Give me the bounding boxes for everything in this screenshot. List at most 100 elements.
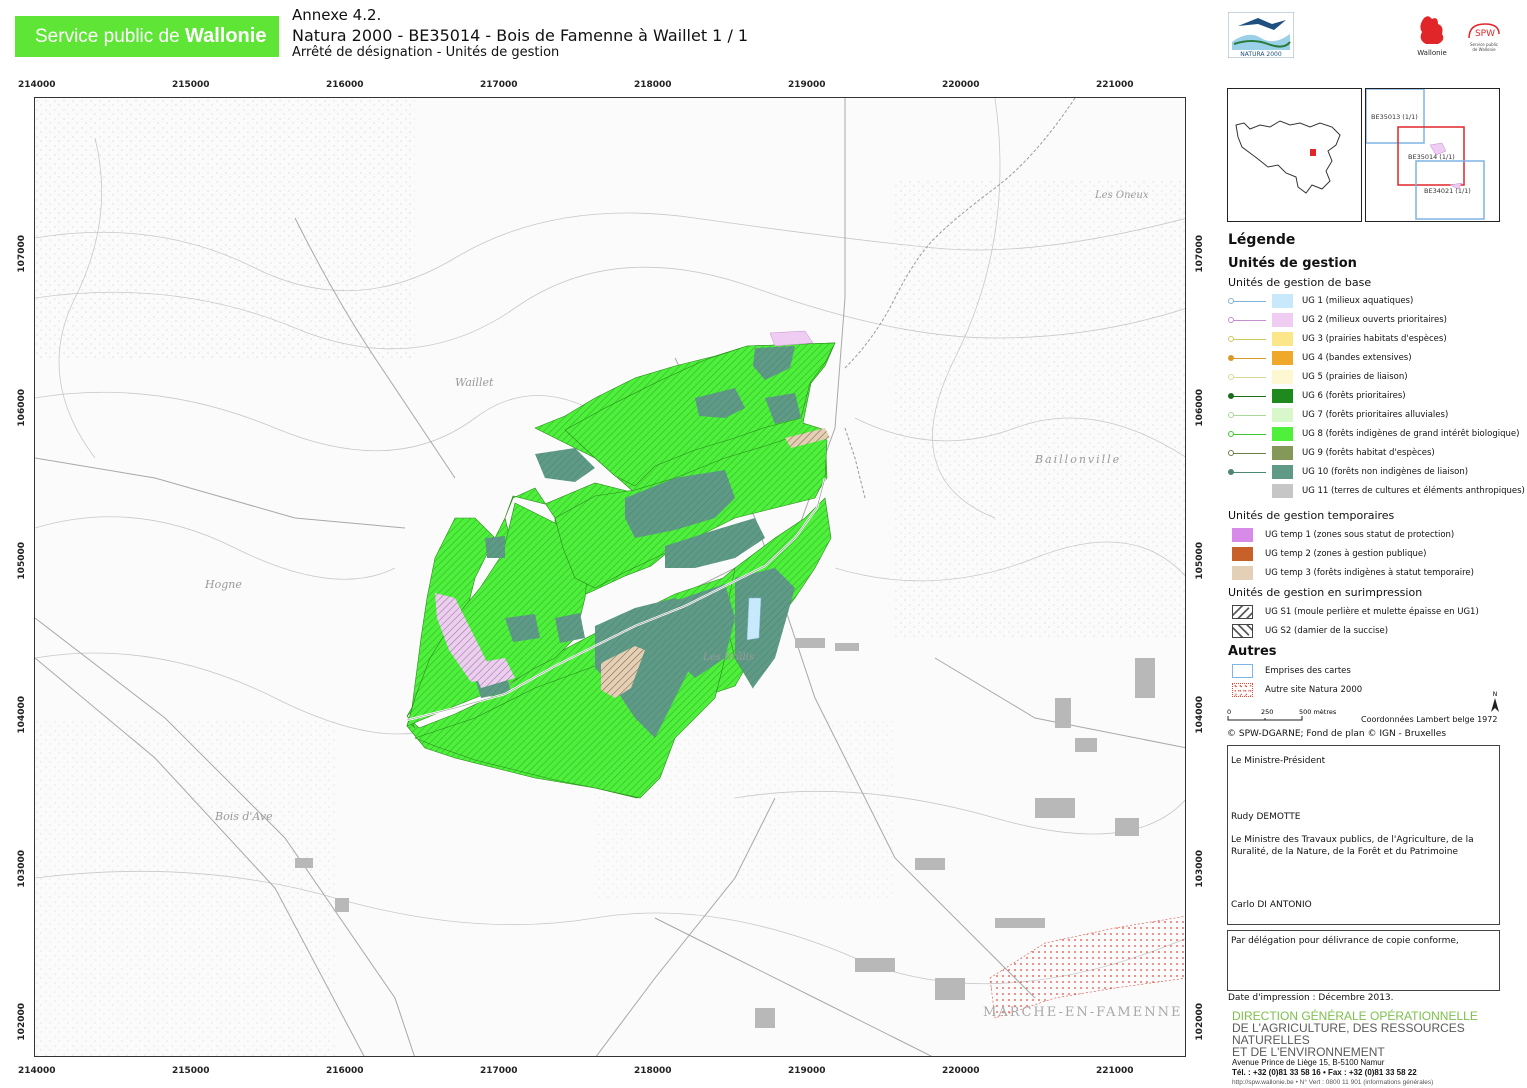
swatch-ug-10 xyxy=(1272,464,1293,479)
legend-item-ug-1: UG 1 (milieux aquatiques) xyxy=(1228,291,1525,310)
legend-item-autre-site: Autre site Natura 2000 xyxy=(1228,680,1362,699)
legend-item-ug-7: UG 7 (forêts prioritaires alluviales) xyxy=(1228,405,1525,424)
brand-name: Wallonie xyxy=(184,25,267,47)
place-label-les-oneux: Les Oneux xyxy=(1094,190,1149,201)
legend-label-ug-temp-3: UG temp 3 (forêts indigènes à statut tem… xyxy=(1265,567,1474,578)
legend-line-ug-3 xyxy=(1228,334,1268,344)
signature-box: Le Ministre-Président Rudy DEMOTTE Le Mi… xyxy=(1227,745,1500,925)
legend-label-ug-8: UG 8 (forêts indigènes de grand intérêt … xyxy=(1302,428,1520,439)
swatch-emprises xyxy=(1232,663,1253,678)
legend-item-ug-3: UG 3 (prairies habitats d'espèces) xyxy=(1228,329,1525,348)
x-tick-219000: 219000 xyxy=(788,1066,826,1076)
spw-logo-sub1: Service public xyxy=(1470,42,1498,47)
swatch-ug-9 xyxy=(1272,445,1293,460)
inset-wallonia-locator[interactable] xyxy=(1227,88,1362,222)
x-tick-214000: 214000 xyxy=(18,80,56,90)
wallonie-rooster-logo: Wallonie xyxy=(1417,16,1447,57)
legend-item-ug-s2: UG S2 (damier de la succise) xyxy=(1228,621,1479,640)
legend-label-ug-7: UG 7 (forêts prioritaires alluviales) xyxy=(1302,409,1449,420)
place-label-bois-dave: Bois d'Ave xyxy=(214,810,273,823)
legend-line-ug-9 xyxy=(1228,448,1268,458)
y-tick-107000: 107000 xyxy=(1195,235,1205,273)
brand-banner: Service public de Wallonie xyxy=(15,16,279,57)
signature-role-1: Le Ministre-Président xyxy=(1231,756,1326,766)
legend-base-title: Unités de gestion de base xyxy=(1228,276,1372,289)
legend-item-ug-11: UG 11 (terres de cultures et éléments an… xyxy=(1228,481,1525,500)
legend-item-ug-temp-2: UG temp 2 (zones à gestion publique) xyxy=(1228,544,1474,563)
legend-item-ug-6: UG 6 (forêts prioritaires) xyxy=(1228,386,1525,405)
swatch-ug-5 xyxy=(1272,369,1293,384)
legend-line-ug-1 xyxy=(1228,296,1268,306)
legend-item-emprises: Emprises des cartes xyxy=(1228,661,1362,680)
legend-line-ug-5 xyxy=(1228,372,1268,382)
x-tick-217000: 217000 xyxy=(480,1066,518,1076)
copyright-label: © SPW-DGARNE; Fond de plan © IGN - Bruxe… xyxy=(1227,729,1447,739)
swatch-autre-site xyxy=(1232,682,1253,697)
legend-label-ug-1: UG 1 (milieux aquatiques) xyxy=(1302,295,1414,306)
topo-buildings xyxy=(295,638,1155,1028)
legend-item-ug-s1: UG S1 (moule perlière et mulette épaisse… xyxy=(1228,602,1479,621)
legend-item-ug-5: UG 5 (prairies de liaison) xyxy=(1228,367,1525,386)
wallonia-outline-svg xyxy=(1235,120,1341,194)
legend-label-ug-11: UG 11 (terres de cultures et éléments an… xyxy=(1302,485,1525,496)
place-label-waillet: Waillet xyxy=(455,376,494,389)
scale-mark-250: 250 xyxy=(1261,708,1273,716)
map-titles: Annexe 4.2. Natura 2000 - BE35014 - Bois… xyxy=(292,6,748,60)
inset-label-be35013: BE35013 (1/1) xyxy=(1371,113,1418,121)
signature-name-2: Carlo DI ANTONIO xyxy=(1231,900,1312,910)
swatch-ug-1 xyxy=(1272,293,1293,308)
print-date: Date d'impression : Décembre 2013. xyxy=(1228,993,1394,1003)
signature-role-2: Le Ministre des Travaux publics, de l'Ag… xyxy=(1231,835,1474,857)
topo-dotted-areas xyxy=(35,98,1185,1056)
place-label-marche-en-famenne: MARCHE-EN-FAMENNE xyxy=(983,1005,1182,1020)
topo-streams xyxy=(844,98,1076,499)
scale-bar: 0 250 500 mètres xyxy=(1227,708,1337,721)
place-label-hogne: Hogne xyxy=(204,578,242,591)
map-subtitle: Arrêté de désignation - Unités de gestio… xyxy=(292,45,560,60)
legend-title: Légende xyxy=(1228,232,1296,248)
y-tick-102000: 102000 xyxy=(17,1003,27,1041)
swatch-ug-6 xyxy=(1272,388,1293,403)
swatch-ug-4 xyxy=(1272,350,1293,365)
x-tick-217000: 217000 xyxy=(480,80,518,90)
legend-label-ug-3: UG 3 (prairies habitats d'espèces) xyxy=(1302,333,1447,344)
y-tick-106000: 106000 xyxy=(17,389,27,427)
place-label-baillonville: Baillonville xyxy=(1034,453,1121,466)
projection-label: Coordonnées Lambert belge 1972 xyxy=(1361,715,1498,724)
spw-logo-sub2: de Wallonie xyxy=(1472,47,1496,52)
y-tick-102000: 102000 xyxy=(1195,1003,1205,1041)
swatch-ug-3 xyxy=(1272,331,1293,346)
scale-block: N 0 250 500 mètres Coordonnées Lambert b… xyxy=(1227,690,1501,740)
place-label-les-brulis: Les Brûlis xyxy=(702,652,754,663)
dgo-phone: Tél. : +32 (0)81 33 58 16 • Fax : +32 (0… xyxy=(1232,1068,1417,1077)
swatch-ug-temp-1 xyxy=(1232,527,1253,542)
y-tick-103000: 103000 xyxy=(17,850,27,888)
legend-other-list: Emprises des cartes Autre site Natura 20… xyxy=(1228,661,1362,699)
natura-logo-text: NATURA 2000 xyxy=(1240,51,1282,58)
dgo-line-3: ET DE L'ENVIRONNEMENT xyxy=(1232,1045,1385,1059)
sheet-grid-svg: BE35013 (1/1) BE35014 (1/1) BE34021 (1/1… xyxy=(1366,89,1485,220)
legend-label-ug-10: UG 10 (forêts non indigènes de liaison) xyxy=(1302,466,1469,477)
x-tick-220000: 220000 xyxy=(942,1066,980,1076)
dgo-address: Avenue Prince de Liège 15, B-5100 Namur xyxy=(1232,1058,1385,1067)
legend-label-ug-6: UG 6 (forêts prioritaires) xyxy=(1302,390,1406,401)
legend-item-ug-10: UG 10 (forêts non indigènes de liaison) xyxy=(1228,462,1525,481)
brand-prefix: Service public de xyxy=(35,26,185,47)
y-tick-105000: 105000 xyxy=(17,542,27,580)
y-tick-107000: 107000 xyxy=(17,235,27,273)
other-natura-site[interactable] xyxy=(989,916,1186,1019)
annex-title: Annexe 4.2. xyxy=(292,6,382,24)
swatch-ug-7 xyxy=(1272,407,1293,422)
natura-site-be35014[interactable] xyxy=(406,330,836,799)
x-tick-216000: 216000 xyxy=(326,1066,364,1076)
inset-neighbouring-sheets[interactable]: BE35013 (1/1) BE35014 (1/1) BE34021 (1/1… xyxy=(1365,88,1500,222)
map-canvas[interactable]: Waillet Hogne Baillonville Les Brûlis MA… xyxy=(34,97,1186,1057)
dgo-line-2: DE L'AGRICULTURE, DES RESSOURCES NATUREL… xyxy=(1232,1021,1465,1047)
x-tick-215000: 215000 xyxy=(172,80,210,90)
y-tick-103000: 103000 xyxy=(1195,850,1205,888)
signature-name-1: Rudy DEMOTTE xyxy=(1231,812,1301,822)
legend-item-ug-9: UG 9 (forêts habitat d'espèces) xyxy=(1228,443,1525,462)
legend-over-title: Unités de gestion en surimpression xyxy=(1228,586,1423,599)
y-tick-106000: 106000 xyxy=(1195,389,1205,427)
x-tick-219000: 219000 xyxy=(788,80,826,90)
